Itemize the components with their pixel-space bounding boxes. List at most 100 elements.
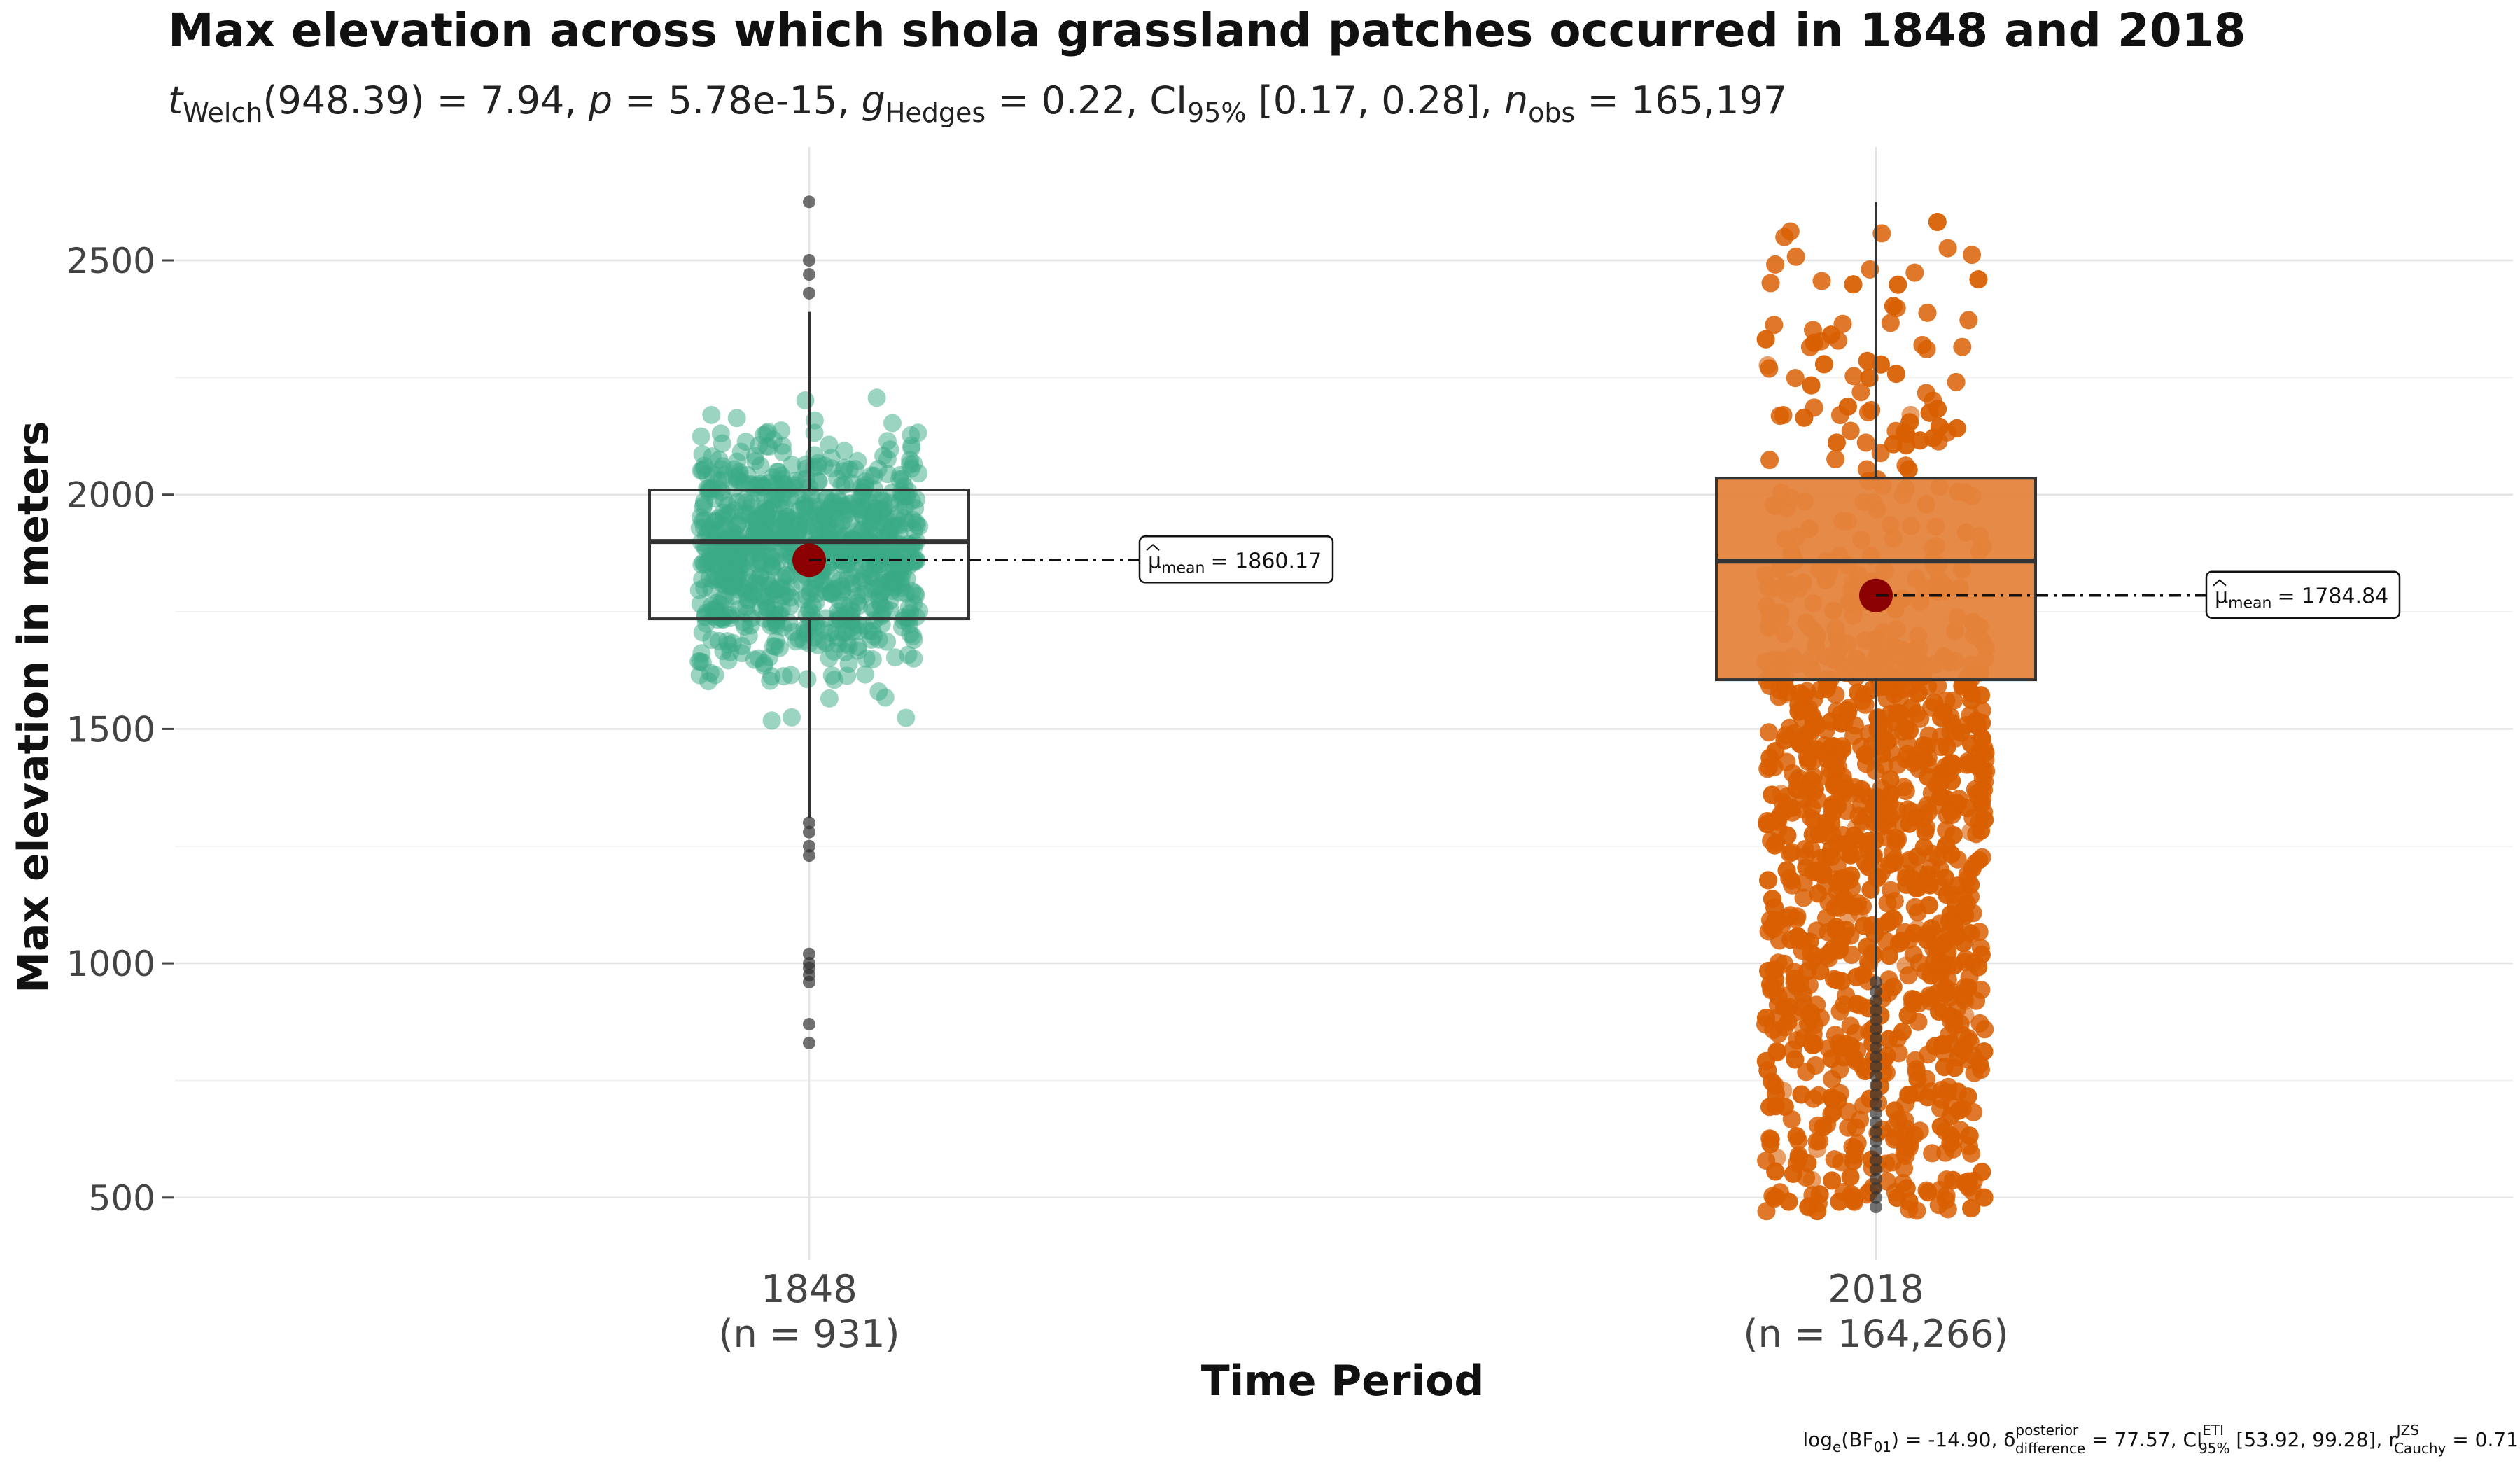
data-point bbox=[881, 601, 900, 620]
data-point bbox=[1786, 247, 1805, 266]
data-point bbox=[1959, 1172, 1978, 1191]
data-point bbox=[1911, 431, 1929, 450]
data-point bbox=[1791, 735, 1810, 754]
data-point bbox=[1789, 1149, 1808, 1168]
subtitle-p-value: = 5.78e-15, bbox=[624, 78, 849, 122]
subtitle-g-sub: Hedges bbox=[886, 97, 986, 128]
data-point bbox=[852, 536, 871, 554]
data-point bbox=[1788, 771, 1807, 790]
data-point bbox=[1861, 260, 1879, 279]
data-point bbox=[755, 657, 774, 675]
data-point bbox=[1945, 1009, 1963, 1028]
mean-label-box bbox=[1138, 536, 1334, 584]
data-point bbox=[1827, 433, 1846, 452]
data-point bbox=[1897, 875, 1916, 894]
data-point bbox=[761, 671, 780, 690]
data-point bbox=[1903, 699, 1921, 718]
caption-e-sup: JZS bbox=[2395, 1422, 2419, 1438]
data-point bbox=[1763, 785, 1782, 804]
data-point bbox=[794, 496, 813, 514]
data-point bbox=[703, 547, 722, 566]
mean-label-value: = 1860.17 bbox=[1210, 549, 1322, 573]
data-point bbox=[1947, 794, 1966, 813]
x-tick-label: 1848 bbox=[761, 1267, 857, 1311]
data-point bbox=[1837, 701, 1856, 720]
outlier-point bbox=[1870, 1088, 1882, 1101]
data-point bbox=[809, 498, 827, 517]
data-point bbox=[848, 587, 867, 606]
outlier-point bbox=[1870, 1079, 1882, 1092]
data-point bbox=[891, 465, 910, 484]
data-point bbox=[1784, 1164, 1802, 1183]
data-point bbox=[736, 433, 755, 451]
data-point bbox=[897, 708, 916, 727]
data-point bbox=[1777, 797, 1795, 816]
data-point bbox=[760, 438, 778, 456]
data-point bbox=[806, 612, 825, 631]
x-tick-n-label: (n = 164,266) bbox=[1743, 1312, 2008, 1356]
data-point bbox=[1798, 962, 1817, 981]
data-point bbox=[738, 549, 757, 568]
data-point bbox=[1965, 754, 1984, 773]
data-point bbox=[766, 631, 785, 650]
data-point bbox=[1929, 1196, 1948, 1214]
data-point bbox=[1849, 806, 1868, 825]
data-point bbox=[1908, 1070, 1927, 1088]
outlier-point bbox=[1870, 1069, 1882, 1082]
data-point bbox=[786, 632, 805, 651]
data-point bbox=[852, 478, 871, 497]
data-point bbox=[1919, 1183, 1938, 1202]
outlier-point bbox=[803, 286, 816, 300]
data-point bbox=[890, 555, 909, 574]
data-point bbox=[776, 566, 795, 584]
data-point bbox=[1945, 757, 1963, 776]
data-point bbox=[1852, 780, 1871, 799]
data-point bbox=[1953, 337, 1972, 356]
data-point bbox=[751, 456, 770, 475]
x-tick-n-label: (n = 931) bbox=[718, 1312, 899, 1356]
data-point bbox=[1962, 1199, 1981, 1218]
data-point bbox=[899, 645, 918, 664]
data-point bbox=[1830, 1192, 1849, 1211]
data-point bbox=[1766, 255, 1785, 274]
data-point bbox=[1896, 1138, 1914, 1156]
data-point bbox=[1775, 227, 1794, 246]
data-point bbox=[1792, 1085, 1811, 1104]
data-point bbox=[1910, 1121, 1929, 1140]
data-point bbox=[1868, 708, 1887, 727]
data-point bbox=[902, 436, 921, 455]
outlier-point bbox=[803, 1018, 816, 1031]
data-point bbox=[1807, 1132, 1826, 1151]
subtitle-g-value: = 0.22, bbox=[997, 78, 1138, 122]
data-point bbox=[820, 689, 839, 708]
data-point bbox=[702, 405, 721, 424]
data-point bbox=[690, 666, 709, 685]
data-point bbox=[1811, 962, 1830, 981]
data-point bbox=[866, 578, 885, 597]
data-point bbox=[821, 624, 840, 643]
data-point bbox=[904, 454, 923, 473]
data-point bbox=[1756, 330, 1775, 349]
data-point bbox=[1944, 826, 1963, 844]
data-point bbox=[1828, 797, 1847, 815]
mean-label-text: μmean = 1860.17 bbox=[1148, 549, 1322, 577]
data-point bbox=[1915, 750, 1933, 769]
data-point bbox=[700, 568, 719, 587]
data-point bbox=[1766, 911, 1785, 930]
data-point bbox=[1812, 272, 1831, 290]
data-point bbox=[854, 507, 873, 526]
mean-label-value: = 1784.84 bbox=[2277, 584, 2388, 609]
data-point bbox=[797, 587, 816, 606]
data-point bbox=[742, 493, 761, 512]
data-point bbox=[1841, 1168, 1860, 1186]
subtitle-g-label: g bbox=[862, 78, 886, 122]
data-point bbox=[1896, 782, 1915, 800]
data-point bbox=[1918, 796, 1937, 815]
caption-d-sub: 95% bbox=[2199, 1440, 2230, 1457]
data-point bbox=[789, 521, 807, 540]
outlier-point bbox=[1870, 985, 1882, 998]
data-point bbox=[1825, 1150, 1844, 1169]
data-point bbox=[1959, 978, 1977, 997]
data-point bbox=[1905, 924, 1924, 942]
